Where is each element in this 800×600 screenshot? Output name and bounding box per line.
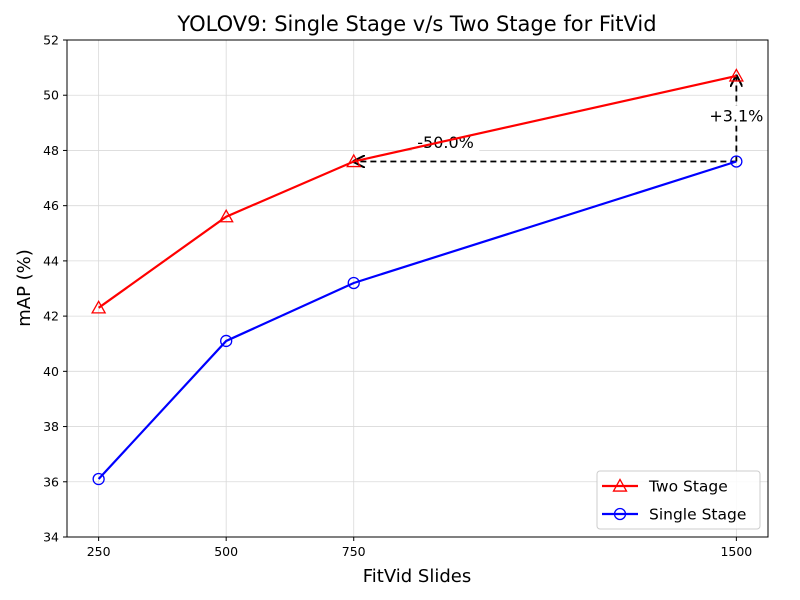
data-point xyxy=(218,208,234,223)
x-tick-label: 500 xyxy=(214,544,238,559)
y-tick-label: 40 xyxy=(43,364,59,379)
data-point xyxy=(730,155,743,168)
y-tick-label: 42 xyxy=(43,309,59,324)
data-point xyxy=(92,472,105,486)
y-tick-label: 38 xyxy=(43,419,59,434)
y-tick-label: 52 xyxy=(43,33,59,48)
annotation-label: +3.1% xyxy=(709,107,763,126)
series xyxy=(91,68,744,486)
ticks: 34 36 38 40 42 44 46 48 50 52 250 500 750 1500 xyxy=(43,33,752,560)
series-line-0 xyxy=(97,74,737,309)
data-point xyxy=(346,153,362,168)
data-point xyxy=(91,300,107,314)
x-tick-label: 750 xyxy=(342,544,366,559)
annotation-label-bg xyxy=(707,105,766,126)
chart-title: YOLOV9: Single Stage v/s Two Stage for F… xyxy=(176,12,656,36)
y-tick-label: 36 xyxy=(43,474,59,489)
plot-frame xyxy=(66,39,769,538)
y-tick-label: 50 xyxy=(43,88,59,103)
series-line-1 xyxy=(97,160,737,480)
legend: Two Stage Single Stage xyxy=(596,470,761,530)
legend-marker xyxy=(613,507,627,521)
data-point xyxy=(728,68,744,82)
legend-label: Two Stage xyxy=(648,478,728,496)
y-tick-label: 48 xyxy=(43,143,59,158)
y-tick-label: 34 xyxy=(43,530,59,545)
x-tick-label: 250 xyxy=(87,544,111,559)
grid xyxy=(67,39,768,538)
y-tick-label: 44 xyxy=(43,253,59,268)
legend-marker xyxy=(612,478,628,492)
legend-label: Single Stage xyxy=(649,506,746,524)
y-axis-label: mAP (%) xyxy=(14,249,35,327)
x-tick-label: 1500 xyxy=(720,544,752,559)
data-point xyxy=(220,334,233,348)
data-point xyxy=(347,276,360,290)
x-axis-label: FitVid Slides xyxy=(363,566,471,587)
y-tick-label: 46 xyxy=(43,198,59,213)
